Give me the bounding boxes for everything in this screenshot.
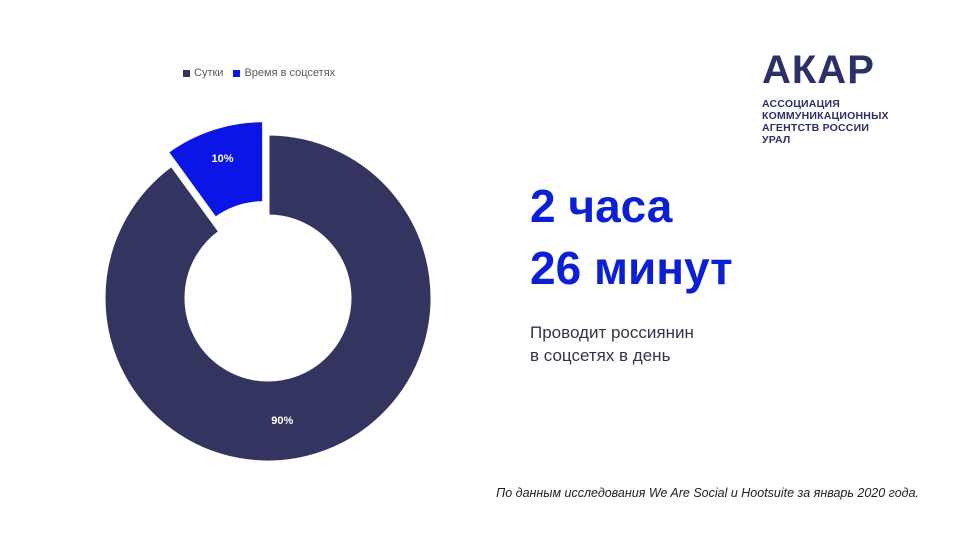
headline-caption: Проводит россиянин в соцсетях в день xyxy=(530,321,694,367)
source-note: По данным исследования We Are Social и H… xyxy=(496,486,919,500)
donut-slice-socseti xyxy=(165,119,266,221)
headline-minutes: 26 минут xyxy=(530,242,733,294)
legend-label-socseti: Время в соцсетях xyxy=(244,67,336,79)
donut-slice-sutki xyxy=(102,132,434,464)
logo-mark: АКАР xyxy=(762,48,875,92)
headline: 2 часа 26 минут xyxy=(530,175,733,299)
legend-item-sutki: Сутки xyxy=(183,67,223,79)
chart-legend: Сутки Время в соцсетях xyxy=(183,67,335,79)
legend-swatch-sutki xyxy=(183,69,190,77)
donut-label-sutki: 90% xyxy=(271,415,293,427)
akar-logo: АКАР АССОЦИАЦИЯ КОММУНИКАЦИОННЫХ АГЕНТСТ… xyxy=(762,50,889,146)
logo-line: АССОЦИАЦИЯ xyxy=(762,98,840,110)
legend-item-socseti: Время в соцсетях xyxy=(233,67,335,79)
donut-chart: 90% 10% xyxy=(102,119,434,464)
legend-label-sutki: Сутки xyxy=(194,67,224,79)
logo-line: АГЕНТСТВ РОССИИ xyxy=(762,122,870,134)
donut-label-socseti: 10% xyxy=(212,153,234,165)
logo-subtitle: АССОЦИАЦИЯ КОММУНИКАЦИОННЫХ АГЕНТСТВ РОС… xyxy=(762,98,889,146)
logo-line: КОММУНИКАЦИОННЫХ xyxy=(762,110,889,122)
headline-hours: 2 часа xyxy=(530,180,673,232)
legend-swatch-socseti xyxy=(233,69,241,77)
caption-line: Проводит россиянин xyxy=(530,323,694,342)
logo-line: УРАЛ xyxy=(762,134,791,146)
caption-line: в соцсетях в день xyxy=(530,346,671,365)
